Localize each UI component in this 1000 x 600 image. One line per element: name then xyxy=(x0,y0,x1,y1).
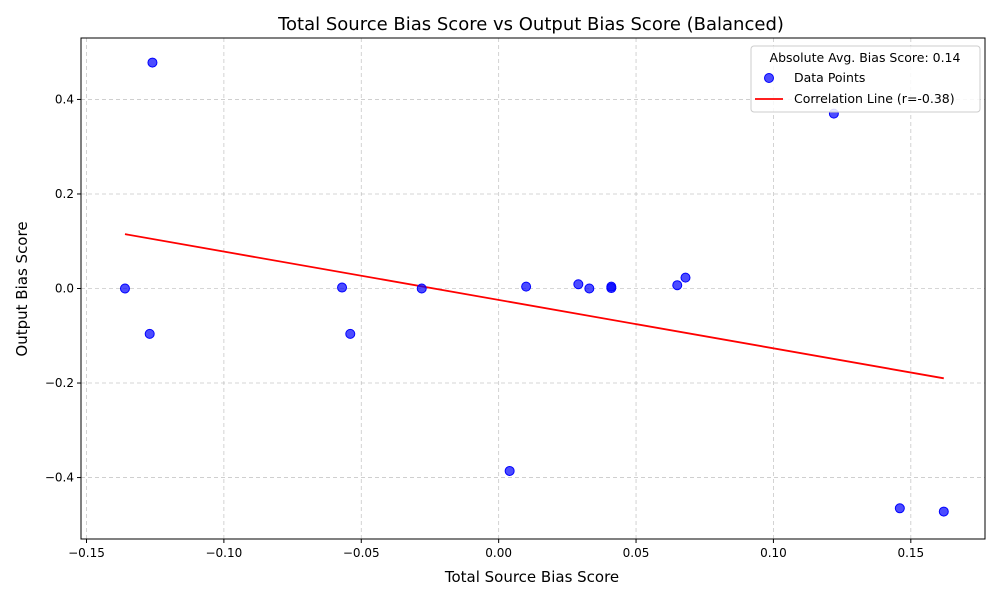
data-points-layer xyxy=(119,57,949,517)
x-tick-label: 0.05 xyxy=(623,546,650,560)
grid xyxy=(81,38,985,539)
data-point xyxy=(504,465,515,476)
x-tick-label: −0.10 xyxy=(205,546,242,560)
x-tick-label: 0.10 xyxy=(760,546,787,560)
x-tick-label: 0.15 xyxy=(897,546,924,560)
data-point xyxy=(573,279,584,290)
legend-entry-data-points: Data Points xyxy=(794,70,865,85)
chart-title: Total Source Bias Score vs Output Bias S… xyxy=(277,14,784,35)
y-axis-label: Output Bias Score xyxy=(13,221,31,356)
data-point xyxy=(147,57,158,68)
x-axis-ticks: −0.15 −0.10 −0.05 0.00 0.05 0.10 0.15 xyxy=(68,539,924,560)
correlation-line-layer xyxy=(124,233,944,380)
legend: Absolute Avg. Bias Score: 0.14 Data Poin… xyxy=(750,45,981,113)
x-axis-label: Total Source Bias Score xyxy=(444,568,619,586)
y-tick-label: 0.0 xyxy=(55,282,74,296)
data-point xyxy=(672,280,683,291)
data-point xyxy=(606,283,617,294)
x-tick-label: 0.00 xyxy=(485,546,512,560)
data-point xyxy=(345,328,356,339)
data-point xyxy=(894,503,905,514)
legend-title: Absolute Avg. Bias Score: 0.14 xyxy=(770,50,961,65)
legend-marker-data-points xyxy=(764,73,774,83)
y-axis-ticks: −0.4 −0.2 0.0 0.2 0.4 xyxy=(45,92,81,485)
data-point xyxy=(938,506,949,517)
data-point xyxy=(416,283,427,294)
y-tick-label: −0.4 xyxy=(45,471,74,485)
data-point xyxy=(337,282,348,293)
x-tick-label: −0.05 xyxy=(343,546,380,560)
legend-box xyxy=(750,45,981,113)
correlation-line xyxy=(124,233,944,380)
data-point xyxy=(680,272,691,283)
data-point xyxy=(584,283,595,294)
y-tick-label: 0.4 xyxy=(55,92,74,106)
data-point xyxy=(119,283,130,294)
y-tick-label: −0.2 xyxy=(45,376,74,390)
data-point xyxy=(144,328,155,339)
x-tick-label: −0.15 xyxy=(68,546,105,560)
y-tick-label: 0.2 xyxy=(55,187,74,201)
data-point xyxy=(521,281,532,292)
legend-entry-correlation-line: Correlation Line (r=-0.38) xyxy=(794,91,955,106)
